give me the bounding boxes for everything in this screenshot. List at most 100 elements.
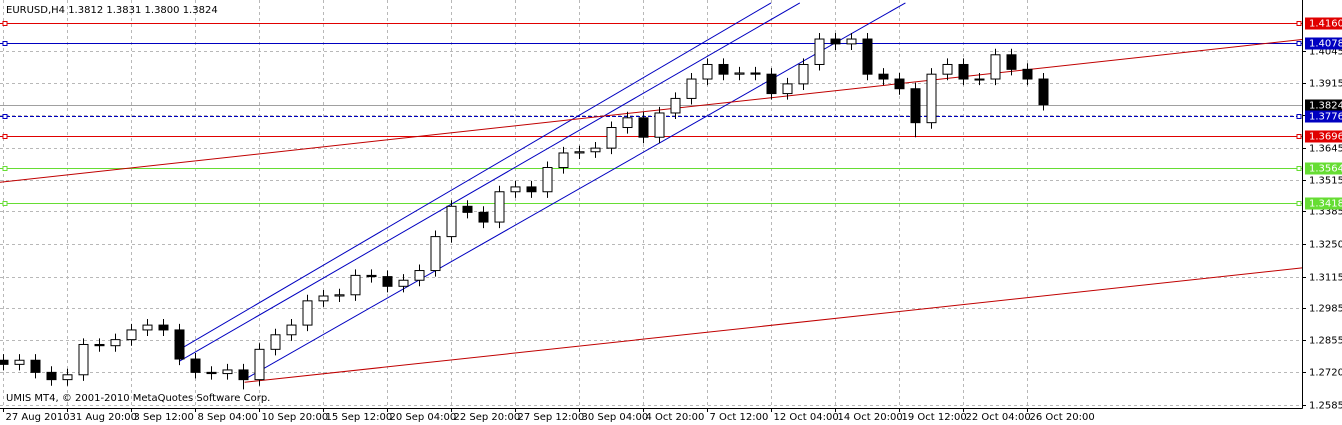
level-label-box — [1305, 37, 1342, 50]
candle-body — [478, 211, 489, 223]
trendline — [244, 2, 906, 380]
y-tick-label: 1.3250 — [1309, 240, 1342, 251]
candle-body — [782, 83, 793, 95]
candle-body — [926, 73, 937, 124]
x-tick-label: 27 Sep 12:00 — [518, 412, 585, 423]
y-tick-label: 1.3515 — [1309, 176, 1342, 187]
candle-body — [462, 205, 473, 213]
candle-body — [174, 329, 185, 360]
candle-body — [30, 359, 41, 373]
level-handle — [2, 166, 8, 171]
level-handle — [1296, 114, 1302, 119]
level-handle — [1296, 201, 1302, 206]
y-tick-label: 1.3915 — [1309, 79, 1342, 90]
candle-body — [222, 369, 233, 375]
trendline — [178, 2, 772, 351]
level-label: 1.3418 — [1309, 199, 1342, 210]
x-tick-label: 30 Sep 04:00 — [582, 412, 649, 423]
x-tick-label: 26 Oct 20:00 — [1030, 412, 1095, 423]
y-tick-label: 1.3115 — [1309, 273, 1342, 284]
candle-body — [558, 152, 569, 169]
y-tick-label: 1.3645 — [1309, 144, 1342, 155]
candle-body — [574, 151, 585, 154]
level-handle — [1296, 21, 1302, 26]
candle-body — [270, 334, 281, 350]
candle-body — [622, 117, 633, 129]
candle-body — [334, 294, 345, 297]
level-label: 1.3696 — [1309, 132, 1342, 143]
plot — [0, 2, 1303, 390]
level-label: 1.3776 — [1309, 112, 1342, 123]
candle-body — [94, 343, 105, 347]
candle-body — [686, 78, 697, 99]
candle-body — [302, 300, 313, 326]
candle-body — [350, 274, 361, 296]
candle-body — [1006, 54, 1017, 70]
level-label-box — [1305, 17, 1342, 30]
y-tick-label: 1.3385 — [1309, 207, 1342, 218]
candle-body — [398, 279, 409, 287]
candle-body — [110, 339, 121, 347]
level-handle — [2, 134, 8, 139]
candle-body — [846, 38, 857, 45]
level-label-box — [1305, 110, 1342, 123]
level-label-box — [1305, 130, 1342, 143]
trendline — [178, 2, 801, 362]
candle-body — [14, 359, 25, 365]
candle-body — [494, 191, 505, 223]
level-handle — [2, 114, 8, 119]
level-handle — [1296, 41, 1302, 46]
y-tick-label: 1.4045 — [1309, 47, 1342, 58]
candle-body — [414, 270, 425, 281]
candle-body — [1022, 68, 1033, 80]
level-handle — [2, 201, 8, 206]
x-tick-label: 7 Oct 12:00 — [710, 412, 769, 423]
candle-body — [158, 324, 169, 331]
level-label: 1.4160 — [1309, 19, 1342, 30]
candle-body — [190, 358, 201, 373]
candle-body — [62, 374, 73, 381]
level-label: 1.3824 — [1309, 101, 1342, 112]
axes: 1.40451.39151.37801.36451.35151.33851.32… — [3, 17, 1342, 423]
watermark: UMIS MT4, © 2001-2010 MetaQuotes Softwar… — [6, 393, 270, 404]
y-tick-label: 1.2720 — [1309, 368, 1342, 379]
candle-body — [894, 78, 905, 90]
candle-body — [286, 324, 297, 336]
candle-body — [718, 63, 729, 75]
x-tick-label: 20 Sep 04:00 — [390, 412, 457, 423]
candle-body — [670, 97, 681, 114]
candle-body — [942, 63, 953, 75]
candle-body — [878, 73, 889, 80]
candle-body — [510, 186, 521, 193]
candle-body — [318, 295, 329, 302]
candle-body — [382, 276, 393, 287]
candle-body — [254, 348, 265, 381]
candle-body — [142, 324, 153, 331]
candle-body — [238, 369, 249, 381]
y-tick-label: 1.2985 — [1309, 304, 1342, 315]
candle-body — [958, 63, 969, 80]
candle-body — [126, 329, 137, 341]
x-tick-label: 14 Oct 20:00 — [838, 412, 903, 423]
candle-body — [750, 72, 761, 75]
x-tick-label: 31 Aug 20:00 — [70, 412, 137, 423]
level-label-box — [1305, 99, 1342, 112]
trendline — [0, 39, 1303, 183]
level-label-box — [1305, 162, 1342, 175]
x-tick-label: 27 Aug 2010 — [6, 412, 70, 423]
chart-title: EURUSD,H4 1.3812 1.3831 1.3800 1.3824 — [6, 5, 218, 16]
candle-body — [974, 78, 985, 81]
level-label: 1.4078 — [1309, 39, 1342, 50]
level-handle — [2, 21, 8, 26]
x-tick-label: 10 Sep 20:00 — [262, 412, 329, 423]
candle-body — [446, 205, 457, 238]
candle-body — [654, 112, 665, 138]
candle-body — [910, 88, 921, 124]
candle-body — [590, 147, 601, 153]
y-tick-label: 1.2855 — [1309, 336, 1342, 347]
x-tick-label: 3 Sep 12:00 — [134, 412, 194, 423]
candle-body — [862, 38, 873, 75]
candle-body — [702, 63, 713, 80]
